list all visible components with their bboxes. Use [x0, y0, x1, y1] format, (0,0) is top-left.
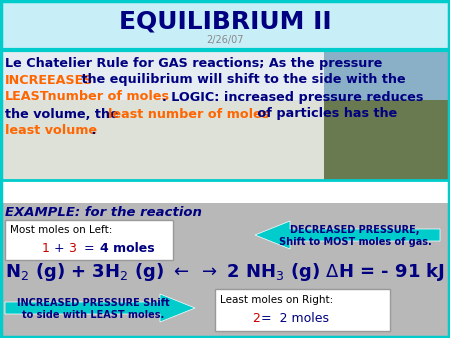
Text: DECREASED PRESSURE,: DECREASED PRESSURE,	[290, 225, 420, 235]
Bar	[215, 289, 390, 331]
Text: LEAST: LEAST	[5, 91, 50, 103]
Text: Least moles on Right:: Least moles on Right:	[220, 295, 333, 305]
Bar	[0, 50, 450, 180]
Text: 2/26/07: 2/26/07	[206, 35, 244, 45]
Text: Shift to MOST moles of gas.: Shift to MOST moles of gas.	[279, 237, 432, 247]
Text: number of moles: number of moles	[43, 91, 169, 103]
Text: 4 moles: 4 moles	[100, 241, 155, 255]
Text: 3: 3	[68, 241, 76, 255]
Text: N$_2$ (g) + 3H$_2$ (g) $\leftarrow$ $\rightarrow$ 2 NH$_3$ (g) $\Delta$H = - 91 : N$_2$ (g) + 3H$_2$ (g) $\leftarrow$ $\ri…	[5, 261, 445, 283]
Text: 2: 2	[252, 312, 260, 324]
Text: +: +	[50, 241, 72, 255]
Polygon shape	[5, 294, 195, 322]
Bar	[0, 50, 450, 100]
Text: least volume: least volume	[5, 124, 97, 138]
Text: Most moles on Left:: Most moles on Left:	[10, 225, 112, 235]
Text: =  2 moles: = 2 moles	[261, 312, 329, 324]
Bar	[0, 0, 450, 50]
Text: Le Chatelier Rule for GAS reactions; As the pressure: Le Chatelier Rule for GAS reactions; As …	[5, 56, 382, 70]
Bar	[0, 203, 450, 338]
Text: the volume, the: the volume, the	[5, 107, 123, 121]
Text: .: .	[87, 124, 96, 138]
Polygon shape	[255, 221, 440, 249]
Text: . LOGIC: increased pressure reduces: . LOGIC: increased pressure reduces	[162, 91, 423, 103]
Bar	[0, 50, 324, 180]
Text: INCREEASES: INCREEASES	[5, 73, 94, 87]
Text: INCREASED PRESSURE Shift: INCREASED PRESSURE Shift	[17, 298, 169, 308]
Text: 1: 1	[42, 241, 50, 255]
Text: =: =	[76, 241, 103, 255]
Text: EQUILIBRIUM II: EQUILIBRIUM II	[119, 10, 331, 34]
Text: EXAMPLE: for the reaction: EXAMPLE: for the reaction	[5, 206, 202, 218]
Text: least number of moles: least number of moles	[108, 107, 269, 121]
Text: the equilibrium will shift to the side with the: the equilibrium will shift to the side w…	[77, 73, 405, 87]
Bar	[5, 220, 173, 260]
Text: of particles has the: of particles has the	[253, 107, 397, 121]
Text: to side with LEAST moles.: to side with LEAST moles.	[22, 310, 164, 320]
